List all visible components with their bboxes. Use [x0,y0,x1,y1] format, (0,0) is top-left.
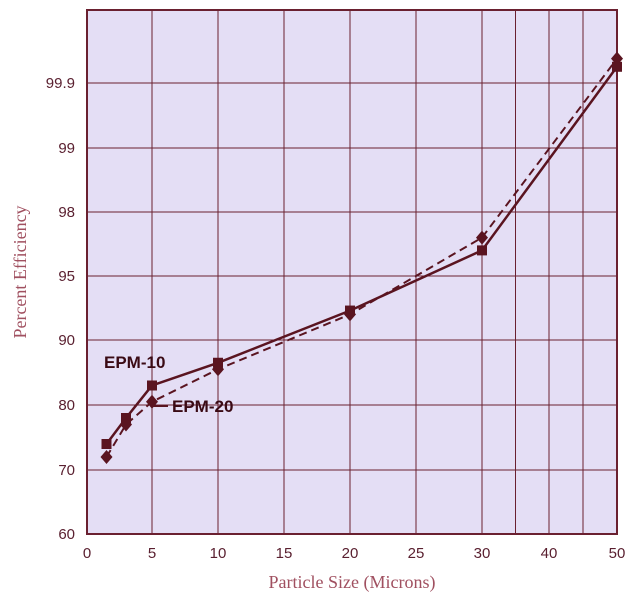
series-marker-diamond [476,230,488,245]
x-tick-label: 0 [83,545,91,562]
x-tick-label: 25 [408,545,425,562]
tick-labels: 0 5 10 15 20 25 30 40 50 60 70 80 90 95 98 99 99.9 [46,75,626,562]
x-tick-label: 5 [148,545,156,562]
y-tick-label: 60 [58,526,75,543]
series-marker-diamond [344,307,356,322]
series-label: EPM-10 [104,353,165,372]
x-tick-label: 15 [276,545,293,562]
series-marker-square [147,380,157,391]
y-tick-label: 70 [58,462,75,479]
series-label: EPM-20 [172,397,233,416]
y-axis-title: Percent Efficiency [10,205,30,338]
y-tick-label: 99 [58,140,75,157]
x-axis-title: Particle Size (Microns) [269,572,436,593]
grid [86,10,618,535]
x-tick-label: 10 [210,545,227,562]
series-marker-square [101,439,112,449]
y-tick-label: 95 [58,268,75,285]
x-tick-label: 30 [474,545,491,562]
series-marker-diamond [100,450,113,464]
x-tick-label: 40 [541,545,558,562]
y-tick-label: 90 [58,332,75,349]
x-tick-label: 20 [342,545,359,562]
series-marker-diamond [212,362,224,377]
x-tick-label: 50 [609,545,626,562]
y-tick-label: 99.9 [46,75,75,92]
y-tick-label: 80 [58,397,75,414]
series-marker-square [612,61,622,72]
series [100,51,623,464]
series-marker-diamond [611,51,623,66]
series-marker-diamond [120,417,132,432]
plot-area [86,9,618,535]
series-labels: EPM-10 EPM-20 [104,353,233,416]
y-tick-label: 98 [58,204,75,221]
series-marker-square [477,245,487,256]
